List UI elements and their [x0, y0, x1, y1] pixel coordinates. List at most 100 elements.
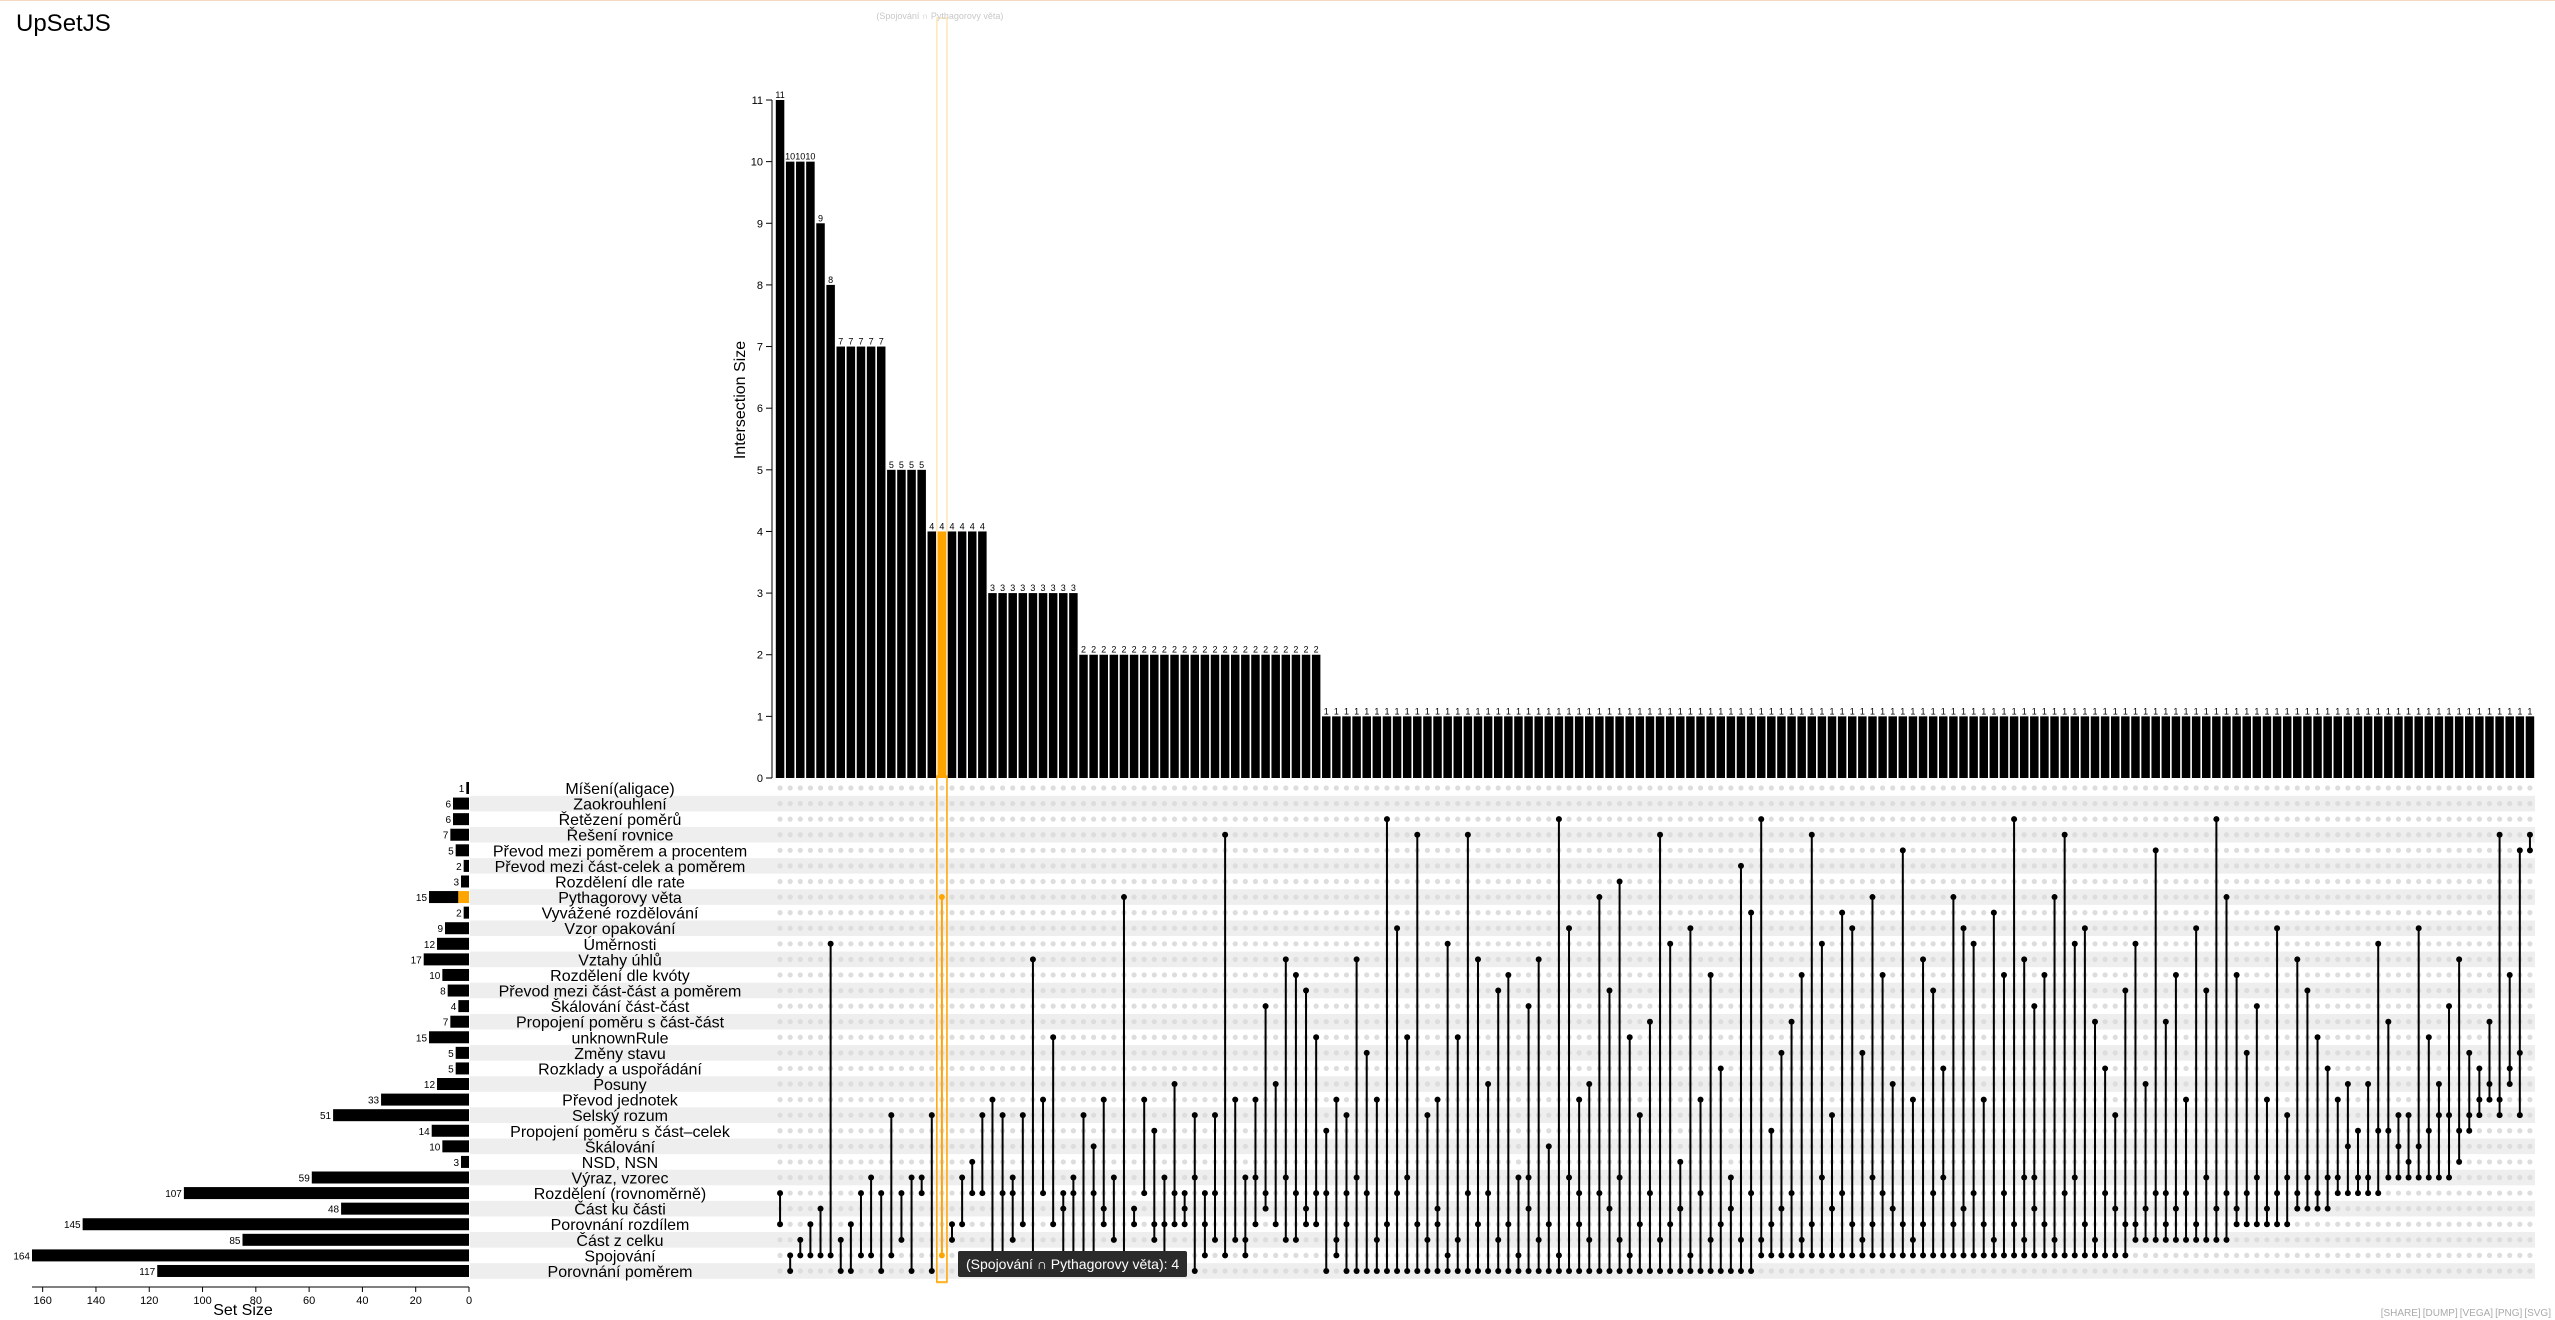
matrix-dot-active[interactable] — [2061, 831, 2068, 838]
matrix-dot-active[interactable] — [1737, 1267, 1744, 1274]
matrix-dot-active[interactable] — [2051, 1252, 2058, 1259]
matrix-dot-active[interactable] — [1677, 1267, 1684, 1274]
matrix-dot-active[interactable] — [2000, 1190, 2007, 1197]
intersection-bar[interactable] — [2100, 716, 2110, 778]
matrix-dot-active[interactable] — [1313, 1034, 1320, 1041]
matrix-dot-active[interactable] — [1171, 1190, 1178, 1197]
intersection-bar[interactable] — [1918, 716, 1928, 778]
matrix-dot-active[interactable] — [1353, 1267, 1360, 1274]
matrix-dot-active[interactable] — [1758, 1252, 1765, 1259]
intersection-bar[interactable] — [917, 469, 926, 778]
matrix-dot-active[interactable] — [2000, 1252, 2007, 1259]
matrix-dot-active[interactable] — [2011, 1221, 2018, 1228]
matrix-dot-active[interactable] — [2081, 1252, 2088, 1259]
matrix-dot-active[interactable] — [2031, 1205, 2038, 1212]
matrix-dot-active[interactable] — [1029, 956, 1036, 963]
matrix-dot-active[interactable] — [2102, 1065, 2109, 1072]
matrix-dot-active[interactable] — [807, 1252, 814, 1259]
intersection-bar[interactable] — [836, 346, 845, 778]
matrix-dot-active[interactable] — [1586, 1236, 1593, 1243]
intersection-bar[interactable] — [876, 346, 886, 778]
matrix-dot-active[interactable] — [1859, 1236, 1866, 1243]
matrix-dot-active[interactable] — [2021, 956, 2028, 963]
matrix-dot-active[interactable] — [1009, 1174, 1016, 1181]
intersection-bar[interactable] — [1888, 716, 1897, 778]
intersection-bar[interactable] — [1574, 716, 1584, 778]
matrix-dot-active[interactable] — [1616, 878, 1623, 885]
intersection-bar[interactable] — [1099, 654, 1108, 778]
matrix-dot-active[interactable] — [1222, 1252, 1229, 1259]
intersection-bar[interactable] — [2191, 716, 2201, 778]
intersection-bar[interactable] — [1220, 654, 1230, 778]
matrix-dot-active[interactable] — [1282, 956, 1289, 963]
matrix-dot-active[interactable] — [1646, 1018, 1653, 1025]
matrix-dot-active[interactable] — [1070, 1190, 1077, 1197]
matrix-dot-active[interactable] — [969, 1190, 976, 1197]
intersection-bar[interactable] — [2171, 716, 2181, 778]
matrix-dot-active[interactable] — [2122, 987, 2129, 994]
intersection-bar[interactable] — [1928, 716, 1938, 778]
matrix-dot-active[interactable] — [2122, 1221, 2129, 1228]
intersection-bar[interactable] — [1048, 593, 1058, 778]
matrix-dot-active[interactable] — [1899, 847, 1906, 854]
matrix-dot-active[interactable] — [787, 1267, 794, 1274]
intersection-bar[interactable] — [1473, 716, 1483, 778]
matrix-dot-active[interactable] — [1414, 831, 1421, 838]
matrix-dot-active[interactable] — [1151, 1236, 1158, 1243]
intersection-bar[interactable] — [1352, 716, 1361, 778]
matrix-dot-active[interactable] — [1242, 1236, 1249, 1243]
matrix-dot-active[interactable] — [1383, 1267, 1390, 1274]
matrix-dot-active[interactable] — [1596, 894, 1603, 901]
intersection-bar[interactable] — [2151, 716, 2160, 778]
matrix-dot-active[interactable] — [2112, 1112, 2119, 1119]
intersection-bar[interactable] — [1089, 654, 1098, 778]
intersection-bar[interactable] — [866, 346, 876, 778]
intersection-bar[interactable] — [2424, 716, 2434, 778]
intersection-bar[interactable] — [1827, 716, 1837, 778]
matrix-dot-active[interactable] — [1292, 1190, 1299, 1197]
intersection-bar[interactable] — [1837, 716, 1847, 778]
matrix-dot-active[interactable] — [1768, 1252, 1775, 1259]
matrix-dot-active[interactable] — [1292, 1236, 1299, 1243]
intersection-bar[interactable] — [2141, 716, 2150, 778]
intersection-bar[interactable] — [1382, 716, 1392, 778]
matrix-dot-active[interactable] — [817, 1205, 824, 1212]
matrix-dot-active[interactable] — [1788, 1018, 1795, 1025]
matrix-dot-active[interactable] — [1576, 1096, 1583, 1103]
intersection-bar[interactable] — [1959, 716, 1968, 778]
matrix-dot-active[interactable] — [2041, 1252, 2048, 1259]
matrix-dot-active[interactable] — [1100, 1221, 1107, 1228]
matrix-dot-active[interactable] — [1100, 1205, 1107, 1212]
set-bar[interactable] — [458, 1000, 469, 1013]
intersection-bar[interactable] — [1544, 716, 1554, 778]
intersection-bar[interactable] — [1028, 593, 1038, 778]
intersection-bar[interactable] — [1847, 716, 1857, 778]
matrix-dot-active[interactable] — [1707, 971, 1714, 978]
intersection-bar[interactable] — [887, 469, 896, 778]
matrix-dot-active[interactable] — [918, 1190, 925, 1197]
intersection-bar[interactable] — [1756, 716, 1766, 778]
matrix-dot-active[interactable] — [1626, 1034, 1633, 1041]
intersection-bar[interactable] — [1625, 716, 1634, 778]
matrix-dot-active[interactable] — [1545, 1267, 1552, 1274]
intersection-bar[interactable] — [806, 161, 815, 779]
matrix-dot-active[interactable] — [1889, 1081, 1896, 1088]
intersection-bar[interactable] — [1585, 716, 1594, 778]
intersection-bar[interactable] — [796, 161, 805, 779]
matrix-dot-active[interactable] — [1404, 1034, 1411, 1041]
matrix-dot-active[interactable] — [1232, 1236, 1239, 1243]
matrix-dot-active[interactable] — [1727, 1205, 1734, 1212]
set-bar[interactable] — [455, 1046, 469, 1059]
matrix-dot-active[interactable] — [1100, 1096, 1107, 1103]
intersection-bar[interactable] — [1170, 654, 1179, 778]
matrix-dot-active[interactable] — [1404, 1174, 1411, 1181]
matrix-dot-active[interactable] — [1920, 1252, 1927, 1259]
matrix-dot-active[interactable] — [888, 1112, 895, 1119]
set-bar[interactable] — [341, 1202, 469, 1215]
intersection-bar[interactable] — [2202, 716, 2211, 778]
intersection-bar[interactable] — [1676, 716, 1685, 778]
matrix-dot-active[interactable] — [777, 1190, 784, 1197]
matrix-dot-active[interactable] — [827, 940, 834, 947]
intersection-bar[interactable] — [2353, 716, 2363, 778]
intersection-bar[interactable] — [1322, 716, 1331, 778]
